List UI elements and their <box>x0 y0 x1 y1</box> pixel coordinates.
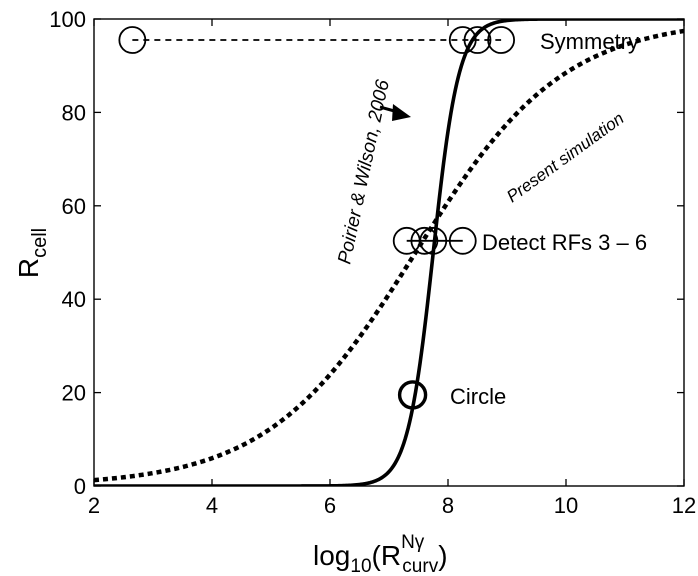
x-axis-title: log10(RNγ curv) <box>313 532 448 576</box>
x-axis-title-sub2: curv <box>402 556 438 576</box>
group-label-circle: Circle <box>450 384 506 409</box>
x-axis-title-sub1: 10 <box>350 556 371 576</box>
y-tick-label: 20 <box>62 381 86 406</box>
x-tick-label: 8 <box>442 493 454 518</box>
plot-frame <box>93 18 685 487</box>
y-tick-label: 80 <box>62 100 86 125</box>
x-axis-title-paren-open: (R <box>372 540 402 571</box>
x-tick-label: 6 <box>324 493 336 518</box>
annotation-poirier: Poirier & Wilson, 2006 <box>334 78 394 266</box>
y-axis-title-sub: cell <box>29 228 51 258</box>
group-marker <box>118 26 147 54</box>
x-tick-label: 4 <box>206 493 218 518</box>
annotation-arrow-head <box>392 104 411 121</box>
x-axis-title-sup: N <box>401 532 415 553</box>
y-tick-label: 100 <box>49 7 86 32</box>
chart-texts: 2 4 6 8 10 12 0 20 40 60 80 100 Symmetry Detect RFs 3… <box>13 7 696 576</box>
group-marker <box>410 226 439 255</box>
y-tick-label: 60 <box>62 194 86 219</box>
group-label-symmetry: Symmetry <box>540 29 639 54</box>
x-tick-label: 12 <box>672 493 696 518</box>
y-tick-label: 40 <box>62 287 86 312</box>
series-line-0 <box>94 19 684 486</box>
group-marker <box>419 226 448 255</box>
y-axis-title-main: R <box>13 258 44 278</box>
group-marker <box>448 226 477 255</box>
y-axis-title: Rcell <box>13 228 51 278</box>
x-axis-title-sup-greek: γ <box>415 532 425 553</box>
series-line-1 <box>94 28 684 483</box>
y-tick-label: 0 <box>74 474 86 499</box>
x-tick-label: 10 <box>554 493 578 518</box>
x-axis-title-paren-close: ) <box>438 540 447 571</box>
group-marker <box>487 26 516 54</box>
group-label-detect: Detect RFs 3 – 6 <box>482 230 647 255</box>
group-marker <box>448 26 477 54</box>
group-marker <box>463 26 492 54</box>
x-tick-label: 2 <box>88 493 100 518</box>
chart-marks <box>93 18 685 487</box>
x-axis-title-base: log <box>313 540 350 571</box>
group-marker <box>397 380 428 410</box>
annotation-present: Present simulation <box>503 109 627 207</box>
